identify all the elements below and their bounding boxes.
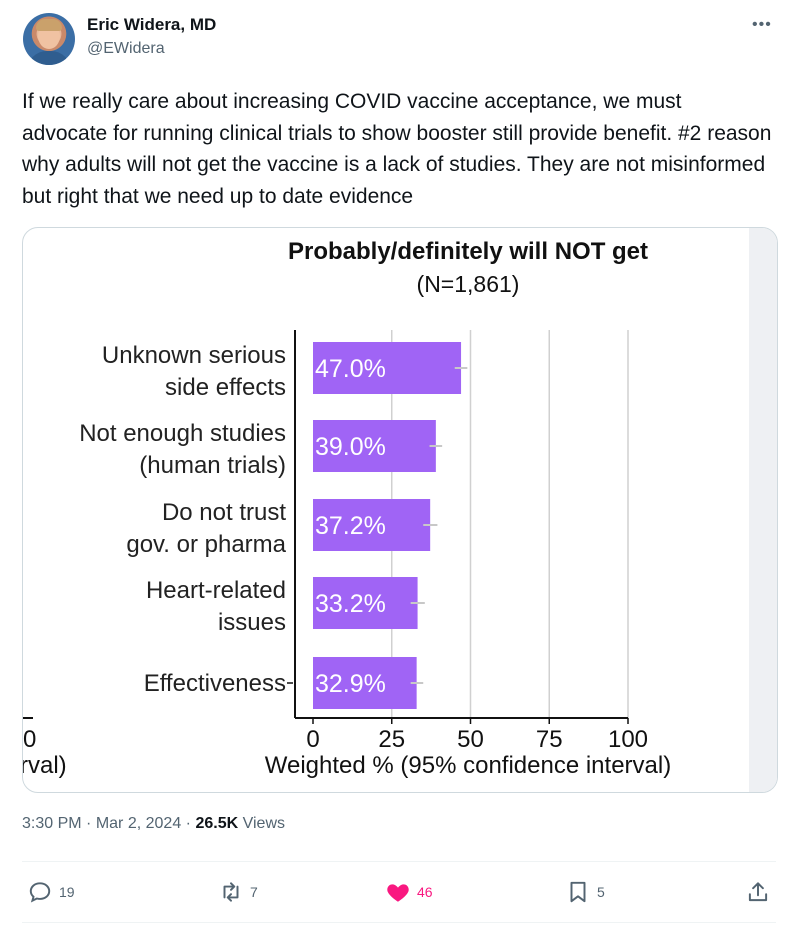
- divider-bottom: [22, 922, 776, 923]
- chart-title: Probably/definitely will NOT get: [288, 238, 648, 265]
- x-axis-label: Weighted % (95% confidence interval): [265, 752, 671, 779]
- tweet-meta: 3:30 PM · Mar 2, 2024 · 26.5K Views: [22, 815, 285, 832]
- category-label-1-line1: Unknown serious: [102, 342, 286, 369]
- bar-3: [313, 499, 431, 551]
- category-label-5-line1: Effectiveness: [144, 670, 286, 697]
- tweet-date[interactable]: Mar 2, 2024: [95, 815, 182, 832]
- data-label-1: 47.0%: [315, 355, 386, 383]
- x-tick-label-2: 25: [378, 726, 405, 753]
- divider-top: [22, 861, 776, 862]
- cropped-axis-label: rval): [23, 752, 67, 779]
- like-count: 46: [417, 884, 433, 900]
- repost-button[interactable]: 7: [218, 878, 258, 906]
- category-label-4-line2: issues: [218, 609, 286, 636]
- bookmark-button[interactable]: 5: [565, 878, 605, 906]
- category-label-3-line2: gov. or pharma: [126, 531, 286, 558]
- share-button[interactable]: [745, 878, 771, 906]
- x-tick-label-1: 0: [306, 726, 319, 753]
- reply-count: 19: [59, 884, 75, 900]
- media-edge-strip: [749, 228, 777, 792]
- bar-1: [313, 342, 462, 394]
- category-label-4-line1: Heart-related: [146, 577, 286, 604]
- repost-count: 7: [250, 884, 258, 900]
- cropped-tick-label: 0: [23, 726, 36, 753]
- bar-4: [313, 577, 418, 629]
- repost-icon: [223, 882, 239, 902]
- data-label-2: 39.0%: [315, 433, 386, 461]
- x-tick-label-5: 100: [608, 726, 648, 753]
- share-icon: [748, 882, 768, 902]
- data-label-4: 33.2%: [315, 590, 386, 618]
- tweet-time[interactable]: 3:30 PM: [22, 815, 82, 832]
- more-options-icon[interactable]: •••: [752, 16, 772, 33]
- views-count: 26.5K: [195, 815, 239, 832]
- heart-icon: [387, 884, 409, 902]
- reply-button[interactable]: 19: [27, 878, 75, 906]
- reply-icon: [29, 882, 51, 903]
- category-label-3-line1: Do not trust: [162, 499, 286, 526]
- bar-2: [313, 420, 436, 472]
- x-tick-label-3: 50: [457, 726, 484, 753]
- category-label-1-line2: side effects: [165, 374, 286, 401]
- data-label-5: 32.9%: [315, 670, 386, 698]
- tweet-media-chart[interactable]: Probably/definitely will NOT get (N=1,861…: [22, 227, 778, 793]
- bookmark-icon: [570, 881, 586, 903]
- data-label-3: 37.2%: [315, 512, 386, 540]
- author-name[interactable]: Eric Widera, MD: [87, 15, 217, 34]
- avatar[interactable]: [23, 13, 75, 65]
- bar-chart: Probably/definitely will NOT get (N=1,861…: [23, 238, 671, 779]
- bookmark-count: 5: [597, 884, 605, 900]
- tweet-text: If we really care about increasing COVID…: [22, 90, 772, 208]
- chart-subtitle: (N=1,861): [417, 271, 520, 297]
- views-label: Views: [242, 815, 285, 832]
- x-tick-label-4: 75: [536, 726, 563, 753]
- bar-5: [313, 657, 417, 709]
- category-label-2-line1: Not enough studies: [79, 420, 286, 447]
- author-handle[interactable]: @EWidera: [87, 40, 165, 57]
- category-label-2-line2: (human trials): [139, 452, 286, 479]
- like-button[interactable]: 46: [385, 878, 433, 906]
